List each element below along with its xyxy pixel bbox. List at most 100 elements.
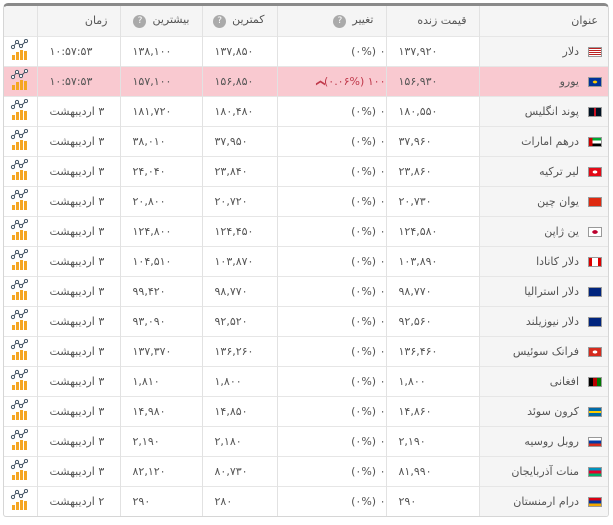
table-row[interactable]: یوان چین ۲۰,۷۳۰ ۰ (۰%) ۲۰,۷۲۰ ۲۰,۸۰۰ ۳ ا… (4, 185, 608, 216)
table-row[interactable]: دلار ۱۳۷,۹۲۰ ۰ (۰%) ۱۳۷,۸۵۰ ۱۳۸,۱۰۰ ۱۰:۵… (4, 35, 608, 66)
flag-nz-icon (588, 316, 602, 327)
chart-icon[interactable] (4, 365, 37, 396)
chart-icon[interactable] (4, 335, 37, 366)
update-time: ۳ اردیبهشت (36, 125, 120, 156)
flag-af-icon (588, 376, 602, 387)
live-price: ۱۲۴,۵۸۰ (385, 215, 479, 246)
chevron-down-icon: ❯ (315, 78, 326, 87)
currency-title[interactable]: دلار کانادا (478, 245, 608, 276)
table-row[interactable]: درهم امارات ۳۷,۹۶۰ ۰ (۰%) ۳۷,۹۵۰ ۳۸,۰۱۰ … (4, 125, 608, 156)
change-value: ۰ (۰%) (351, 194, 386, 208)
chart-icon[interactable] (4, 395, 37, 426)
flag-gb-icon (588, 106, 602, 117)
live-price: ۳۷,۹۶۰ (385, 125, 479, 156)
flag-ae-icon (588, 136, 602, 147)
min-price: ۱۰۳,۸۷۰ (201, 245, 277, 276)
currency-title[interactable]: یوان چین (478, 185, 608, 216)
change: ۰ (۰%) (276, 215, 386, 246)
max-price: ۱۸۱,۷۲۰ (119, 95, 202, 126)
change: ۰ (۰%) (276, 485, 386, 516)
header-max: بیشترین? (119, 6, 202, 36)
currency-name: یورو (559, 74, 579, 88)
chart-icon[interactable] (4, 95, 37, 126)
live-price: ۲۹۰ (385, 485, 479, 516)
header-max-label: بیشترین (152, 13, 190, 27)
currency-title[interactable]: روبل روسیه (478, 425, 608, 456)
currency-name: درهم امارات (521, 134, 579, 148)
currency-name: یوان چین (537, 194, 579, 208)
update-time: ۱۰:۵۷:۵۳ (36, 35, 120, 66)
change: ۰ (۰%) (276, 425, 386, 456)
table-row[interactable]: دلار کانادا ۱۰۳,۸۹۰ ۰ (۰%) ۱۰۳,۸۷۰ ۱۰۴,۵… (4, 245, 608, 276)
update-time: ۳ اردیبهشت (36, 275, 120, 306)
currency-title[interactable]: درهم امارات (478, 125, 608, 156)
min-price: ۲۰,۷۲۰ (201, 185, 277, 216)
max-price: ۱۰۴,۵۱۰ (119, 245, 202, 276)
currency-table-panel: عنوان قیمت زنده تغییر? کمترین? بیشترین? … (3, 3, 609, 517)
change-value: ۰ (۰%) (351, 104, 386, 118)
currency-name: درام ارمنستان (513, 494, 579, 508)
currency-name: روبل روسیه (524, 434, 579, 448)
change: ۰ (۰%) (276, 155, 386, 186)
flag-am-icon (588, 496, 602, 507)
chart-icon[interactable] (4, 275, 37, 306)
help-icon[interactable]: ? (213, 15, 227, 29)
currency-title[interactable]: درام ارمنستان (478, 485, 608, 516)
currency-title[interactable]: فرانک سوئیس (478, 335, 608, 366)
header-time: زمان (36, 6, 120, 36)
table-row[interactable]: پوند انگلیس ۱۸۰,۵۵۰ ۰ (۰%) ۱۸۰,۴۸۰ ۱۸۱,۷… (4, 95, 608, 126)
header-chart (4, 6, 37, 36)
currency-title[interactable]: کرون سوئد (478, 395, 608, 426)
change-value: ۰ (۰%) (351, 314, 386, 328)
chart-icon[interactable] (4, 425, 37, 456)
currency-title[interactable]: لیر ترکیه (478, 155, 608, 186)
currency-name: منات آذربایجان (511, 464, 579, 478)
max-price: ۱۳۸,۱۰۰ (119, 35, 202, 66)
chart-icon[interactable] (4, 215, 37, 246)
table-row[interactable]: کرون سوئد ۱۴,۸۶۰ ۰ (۰%) ۱۴,۸۵۰ ۱۴,۹۸۰ ۳ … (4, 395, 608, 426)
table-row[interactable]: ین ژاپن ۱۲۴,۵۸۰ ۰ (۰%) ۱۲۴,۴۵۰ ۱۲۴,۸۰۰ ۳… (4, 215, 608, 246)
chart-icon[interactable] (4, 485, 37, 516)
chart-icon[interactable] (4, 65, 37, 96)
table-row[interactable]: درام ارمنستان ۲۹۰ ۰ (۰%) ۲۸۰ ۲۹۰ ۲ اردیب… (4, 485, 608, 516)
max-price: ۱۵۷,۱۰۰ (119, 65, 202, 96)
currency-title[interactable]: منات آذربایجان (478, 455, 608, 486)
update-time: ۲ اردیبهشت (36, 485, 120, 516)
currency-title[interactable]: دلار نیوزیلند (478, 305, 608, 336)
min-price: ۱,۸۰۰ (201, 365, 277, 396)
table-row[interactable]: فرانک سوئیس ۱۳۶,۴۶۰ ۰ (۰%) ۱۳۶,۲۶۰ ۱۳۷,۳… (4, 335, 608, 366)
currency-title[interactable]: دلار (478, 35, 608, 66)
chart-icon[interactable] (4, 155, 37, 186)
change-value: ۰ (۰%) (351, 404, 386, 418)
help-icon[interactable]: ? (333, 15, 347, 29)
change: ۰ (۰%) (276, 275, 386, 306)
max-price: ۱۳۷,۳۷۰ (119, 335, 202, 366)
chart-icon[interactable] (4, 35, 37, 66)
table-row[interactable]: دلار استرالیا ۹۸,۷۷۰ ۰ (۰%) ۹۸,۷۷۰ ۹۹,۴۲… (4, 275, 608, 306)
change-value: ۱۰۰ (۰.۰۶%) (323, 74, 386, 88)
currency-table: عنوان قیمت زنده تغییر? کمترین? بیشترین? … (4, 6, 608, 516)
chart-icon[interactable] (4, 245, 37, 276)
currency-title[interactable]: پوند انگلیس (478, 95, 608, 126)
table-row[interactable]: منات آذربایجان ۸۱,۹۹۰ ۰ (۰%) ۸۰,۷۳۰ ۸۲,۱… (4, 455, 608, 486)
currency-title[interactable]: دلار استرالیا (478, 275, 608, 306)
currency-title[interactable]: افغانی (478, 365, 608, 396)
table-row[interactable]: یورو ۱۵۶,۹۳۰ ۱۰۰ (۰.۰۶%)❯ ۱۵۶,۸۵۰ ۱۵۷,۱۰… (4, 65, 608, 96)
chart-icon[interactable] (4, 305, 37, 336)
currency-name: دلار نیوزیلند (525, 314, 579, 328)
change-value: ۰ (۰%) (351, 284, 386, 298)
table-row[interactable]: لیر ترکیه ۲۳,۸۶۰ ۰ (۰%) ۲۳,۸۴۰ ۲۴,۰۴۰ ۳ … (4, 155, 608, 186)
chart-icon[interactable] (4, 455, 37, 486)
currency-title[interactable]: ین ژاپن (478, 215, 608, 246)
currency-name: پوند انگلیس (524, 104, 579, 118)
currency-title[interactable]: یورو (478, 65, 608, 96)
chart-icon[interactable] (4, 125, 37, 156)
live-price: ۲۰,۷۳۰ (385, 185, 479, 216)
live-price: ۱۳۷,۹۲۰ (385, 35, 479, 66)
chart-icon[interactable] (4, 185, 37, 216)
table-row[interactable]: دلار نیوزیلند ۹۲,۵۶۰ ۰ (۰%) ۹۲,۵۲۰ ۹۳,۰۹… (4, 305, 608, 336)
table-row[interactable]: روبل روسیه ۲,۱۹۰ ۰ (۰%) ۲,۱۸۰ ۲,۱۹۰ ۳ ار… (4, 425, 608, 456)
help-icon[interactable]: ? (133, 15, 147, 29)
max-price: ۹۳,۰۹۰ (119, 305, 202, 336)
table-row[interactable]: افغانی ۱,۸۰۰ ۰ (۰%) ۱,۸۰۰ ۱,۸۱۰ ۳ اردیبه… (4, 365, 608, 396)
